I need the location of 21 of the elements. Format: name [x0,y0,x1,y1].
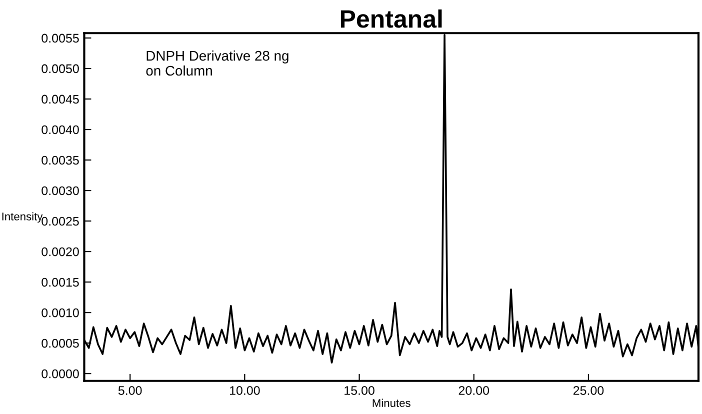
x-axis-title: Minutes [372,398,410,407]
chart-title: Pentanal [340,9,442,28]
y-tick-label: 0.0055 [42,34,79,43]
y-tick-label: 0.0000 [42,369,79,378]
y-tick-label: 0.0035 [42,156,79,165]
x-tick-label: 20.00 [458,386,490,395]
x-tick-label: 15.00 [344,386,374,395]
y-tick-label: 0.0020 [42,247,79,256]
y-axis-title: Intensity [2,212,43,223]
y-tick-label: 0.0025 [42,216,79,226]
y-tick-label: 0.0050 [42,64,79,74]
annotation: DNPH Derivative 28 ng on Column [146,50,288,76]
y-tick-label: 0.0040 [42,125,79,134]
y-tick-label: 0.0010 [42,308,79,318]
y-tick-label: 0.0005 [42,338,79,348]
y-tick-label: 0.0030 [42,186,79,196]
x-tick-label: 10.00 [230,386,260,395]
x-tick-label: 5.00 [118,386,142,395]
y-tick-label: 0.0015 [42,278,79,287]
x-tick-label: 25.00 [573,386,604,395]
y-tick-label: 0.0045 [42,94,79,104]
